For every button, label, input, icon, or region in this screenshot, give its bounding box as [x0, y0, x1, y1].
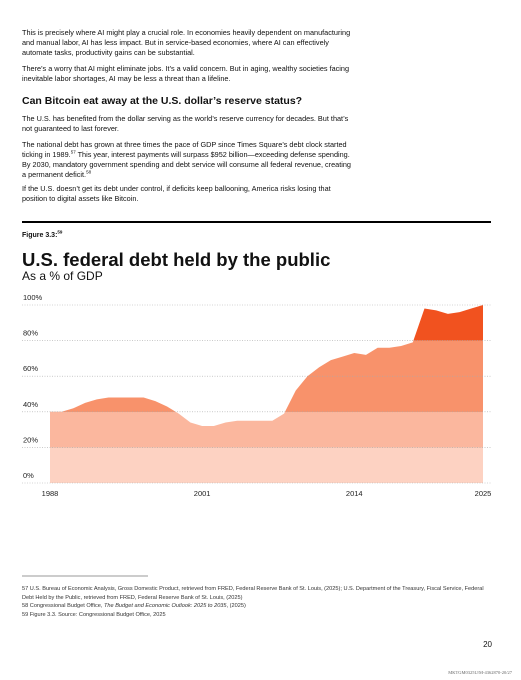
- text-run: Figure 3.3:: [22, 232, 58, 239]
- doc-code: MKTGM0325U/M-4362870-20/27: [448, 670, 512, 675]
- page-number: 20: [483, 640, 492, 649]
- text-run: There’s a worry that AI might eliminate …: [22, 64, 350, 83]
- superscript: 57: [70, 149, 76, 155]
- y-tick-label: 80%: [23, 329, 38, 338]
- figure-label: Figure 3.3:59: [22, 229, 352, 241]
- footnote: 57 U.S. Bureau of Economic Analysis, Gro…: [22, 585, 487, 602]
- chart-title: U.S. federal debt held by the public: [22, 249, 331, 270]
- paragraph: This is precisely where AI might play a …: [22, 28, 352, 58]
- x-tick-label: 2001: [194, 489, 211, 498]
- y-tick-label: 100%: [23, 293, 43, 302]
- superscript: 58: [86, 169, 92, 175]
- paragraph: The U.S. has benefited from the dollar s…: [22, 114, 352, 134]
- y-tick-label: 40%: [23, 400, 38, 409]
- text-run: 58 Congressional Budget Office,: [22, 603, 104, 609]
- superscript: 59: [57, 229, 63, 235]
- paragraph: If the U.S. doesn’t get its debt under c…: [22, 184, 352, 204]
- text-run: This is precisely where AI might play a …: [22, 28, 351, 57]
- paragraph: The national debt has grown at three tim…: [22, 140, 352, 180]
- text-run: 57 U.S. Bureau of Economic Analysis, Gro…: [22, 586, 484, 601]
- y-tick-label: 60%: [23, 364, 38, 373]
- y-tick-label: 0%: [23, 471, 34, 480]
- footnote: 58 Congressional Budget Office, The Budg…: [22, 602, 487, 611]
- footnote: 59 Figure 3.3. Source: Congressional Bud…: [22, 611, 487, 620]
- heading: Can Bitcoin eat away at the U.S. dollar’…: [22, 95, 303, 107]
- text-run: The U.S. has benefited from the dollar s…: [22, 114, 349, 133]
- y-tick-label: 20%: [23, 435, 38, 444]
- x-tick-label: 1988: [42, 489, 59, 498]
- area: [50, 305, 483, 483]
- text-run: , (2025): [226, 603, 246, 609]
- x-tick-label: 2014: [346, 489, 363, 498]
- text-run: 59 Figure 3.3. Source: Congressional Bud…: [22, 612, 166, 618]
- paragraph: There’s a worry that AI might eliminate …: [22, 64, 352, 84]
- text-run: The national debt has grown at three tim…: [22, 140, 347, 159]
- text-run: This year, interest payments will surpas…: [22, 150, 351, 179]
- chart-subtitle: As a % of GDP: [22, 269, 103, 283]
- italic-run: The Budget and Economic Outlook: 2025 to…: [104, 603, 227, 609]
- x-tick-label: 2025: [475, 489, 492, 498]
- text-run: If the U.S. doesn’t get its debt under c…: [22, 184, 331, 203]
